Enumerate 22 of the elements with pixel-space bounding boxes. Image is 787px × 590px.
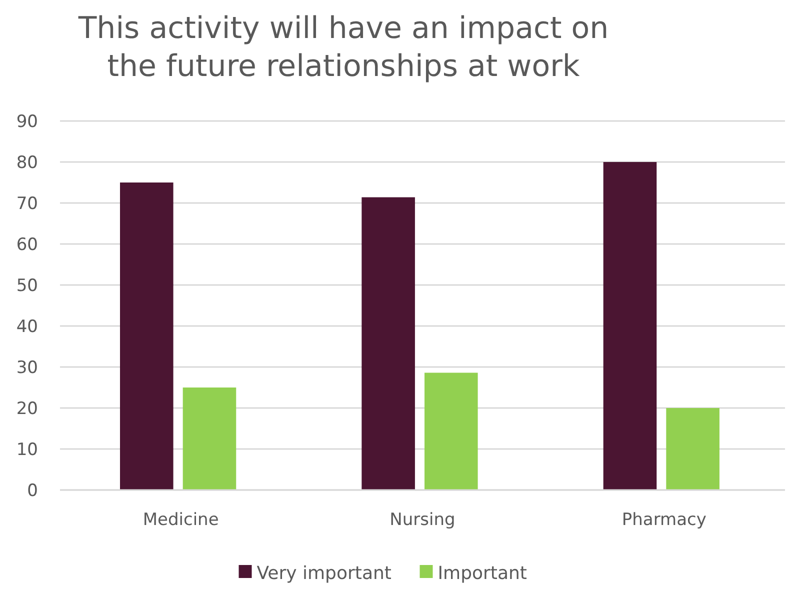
x-tick-label: Nursing (390, 510, 456, 530)
bar (182, 388, 236, 490)
y-tick-label: 80 (16, 153, 38, 173)
y-tick-label: 90 (16, 112, 38, 132)
bar (424, 372, 478, 490)
x-tick-label: Medicine (142, 510, 219, 530)
bar (120, 182, 174, 490)
y-tick-label: 70 (16, 194, 38, 214)
y-tick-label: 0 (27, 481, 38, 501)
legend-label: Very important (256, 563, 392, 584)
x-tick-label: Pharmacy (622, 510, 706, 530)
y-tick-label: 50 (16, 276, 38, 296)
y-tick-label: 10 (16, 440, 38, 460)
bar (362, 197, 415, 490)
bar (603, 162, 657, 490)
y-tick-label: 30 (16, 358, 38, 378)
y-tick-label: 20 (16, 399, 38, 419)
chart-title: This activity will have an impact on the future relationships at work (77, 11, 609, 84)
y-tick-label: 60 (16, 235, 38, 255)
y-tick-label: 40 (16, 317, 38, 337)
bar (666, 408, 720, 490)
legend-label: Important (438, 563, 527, 584)
